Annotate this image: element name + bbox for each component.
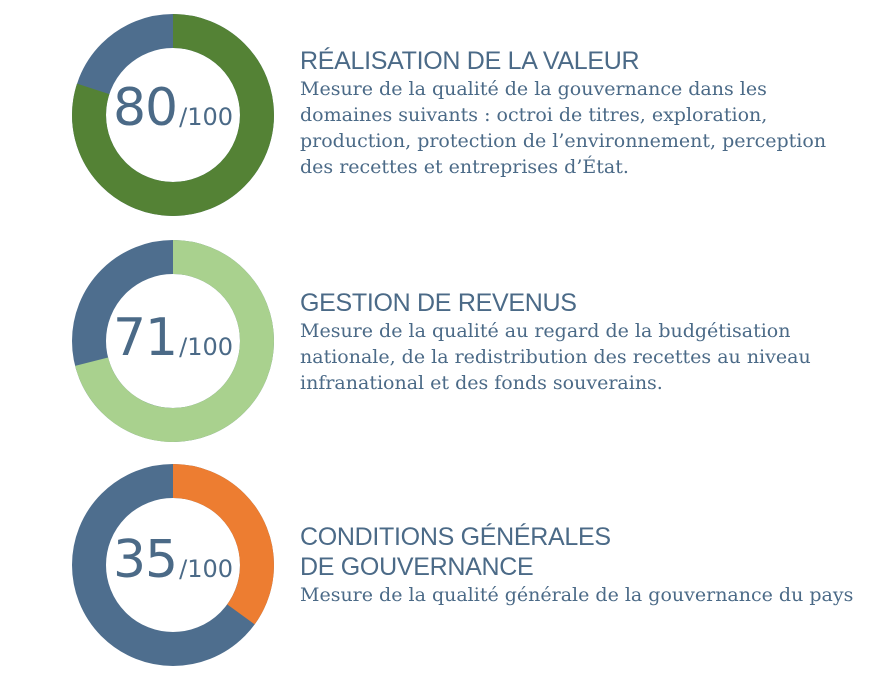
score-label: 35 /100 xyxy=(70,530,276,590)
donut-chart xyxy=(72,240,274,442)
indicator-title: CONDITIONS GÉNÉRALES DE GOUVERNANCE xyxy=(300,523,611,581)
score-max: /100 xyxy=(179,333,234,361)
indicator-text: GESTION DE REVENUS Mesure de la qualité … xyxy=(300,288,860,396)
score-max: /100 xyxy=(179,103,234,131)
donut-value-arc xyxy=(72,240,274,442)
indicator-text: CONDITIONS GÉNÉRALES DE GOUVERNANCE Mesu… xyxy=(300,522,860,608)
indicator-text: RÉALISATION DE LA VALEUR Mesure de la qu… xyxy=(300,46,860,180)
score-value: 71 xyxy=(112,308,178,368)
donut-chart xyxy=(72,464,274,666)
score-label: 80 /100 xyxy=(70,78,276,138)
indicator-description: Mesure de la qualité de la gouvernance d… xyxy=(300,78,827,178)
indicator-title: RÉALISATION DE LA VALEUR xyxy=(300,47,640,75)
indicator-description: Mesure de la qualité au regard de la bud… xyxy=(300,320,811,394)
score-label: 71 /100 xyxy=(70,308,276,368)
indicator-title: GESTION DE REVENUS xyxy=(300,289,577,317)
indicator-description: Mesure de la qualité générale de la gouv… xyxy=(300,584,854,606)
score-max: /100 xyxy=(179,555,234,583)
donut-chart xyxy=(72,14,274,216)
donut-value-arc xyxy=(72,464,274,666)
score-value: 80 xyxy=(112,78,178,138)
score-value: 35 xyxy=(112,530,178,590)
donut-value-arc xyxy=(72,14,274,216)
